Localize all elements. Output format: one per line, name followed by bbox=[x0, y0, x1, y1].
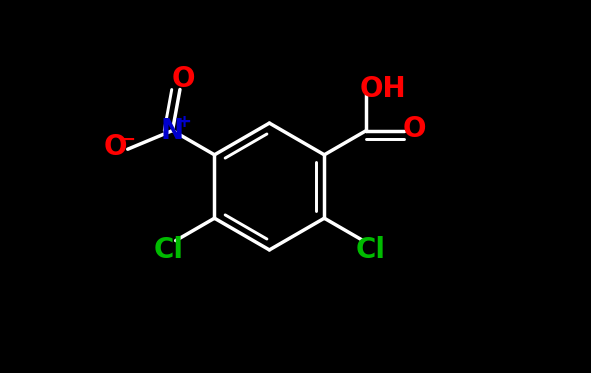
Text: O: O bbox=[403, 115, 427, 143]
Text: N: N bbox=[161, 116, 184, 145]
Text: Cl: Cl bbox=[356, 236, 385, 264]
Text: O: O bbox=[172, 65, 196, 93]
Text: +: + bbox=[176, 113, 191, 131]
Text: OH: OH bbox=[360, 75, 407, 103]
Text: Cl: Cl bbox=[153, 236, 183, 264]
Text: −: − bbox=[120, 131, 135, 149]
Text: O: O bbox=[104, 133, 128, 162]
